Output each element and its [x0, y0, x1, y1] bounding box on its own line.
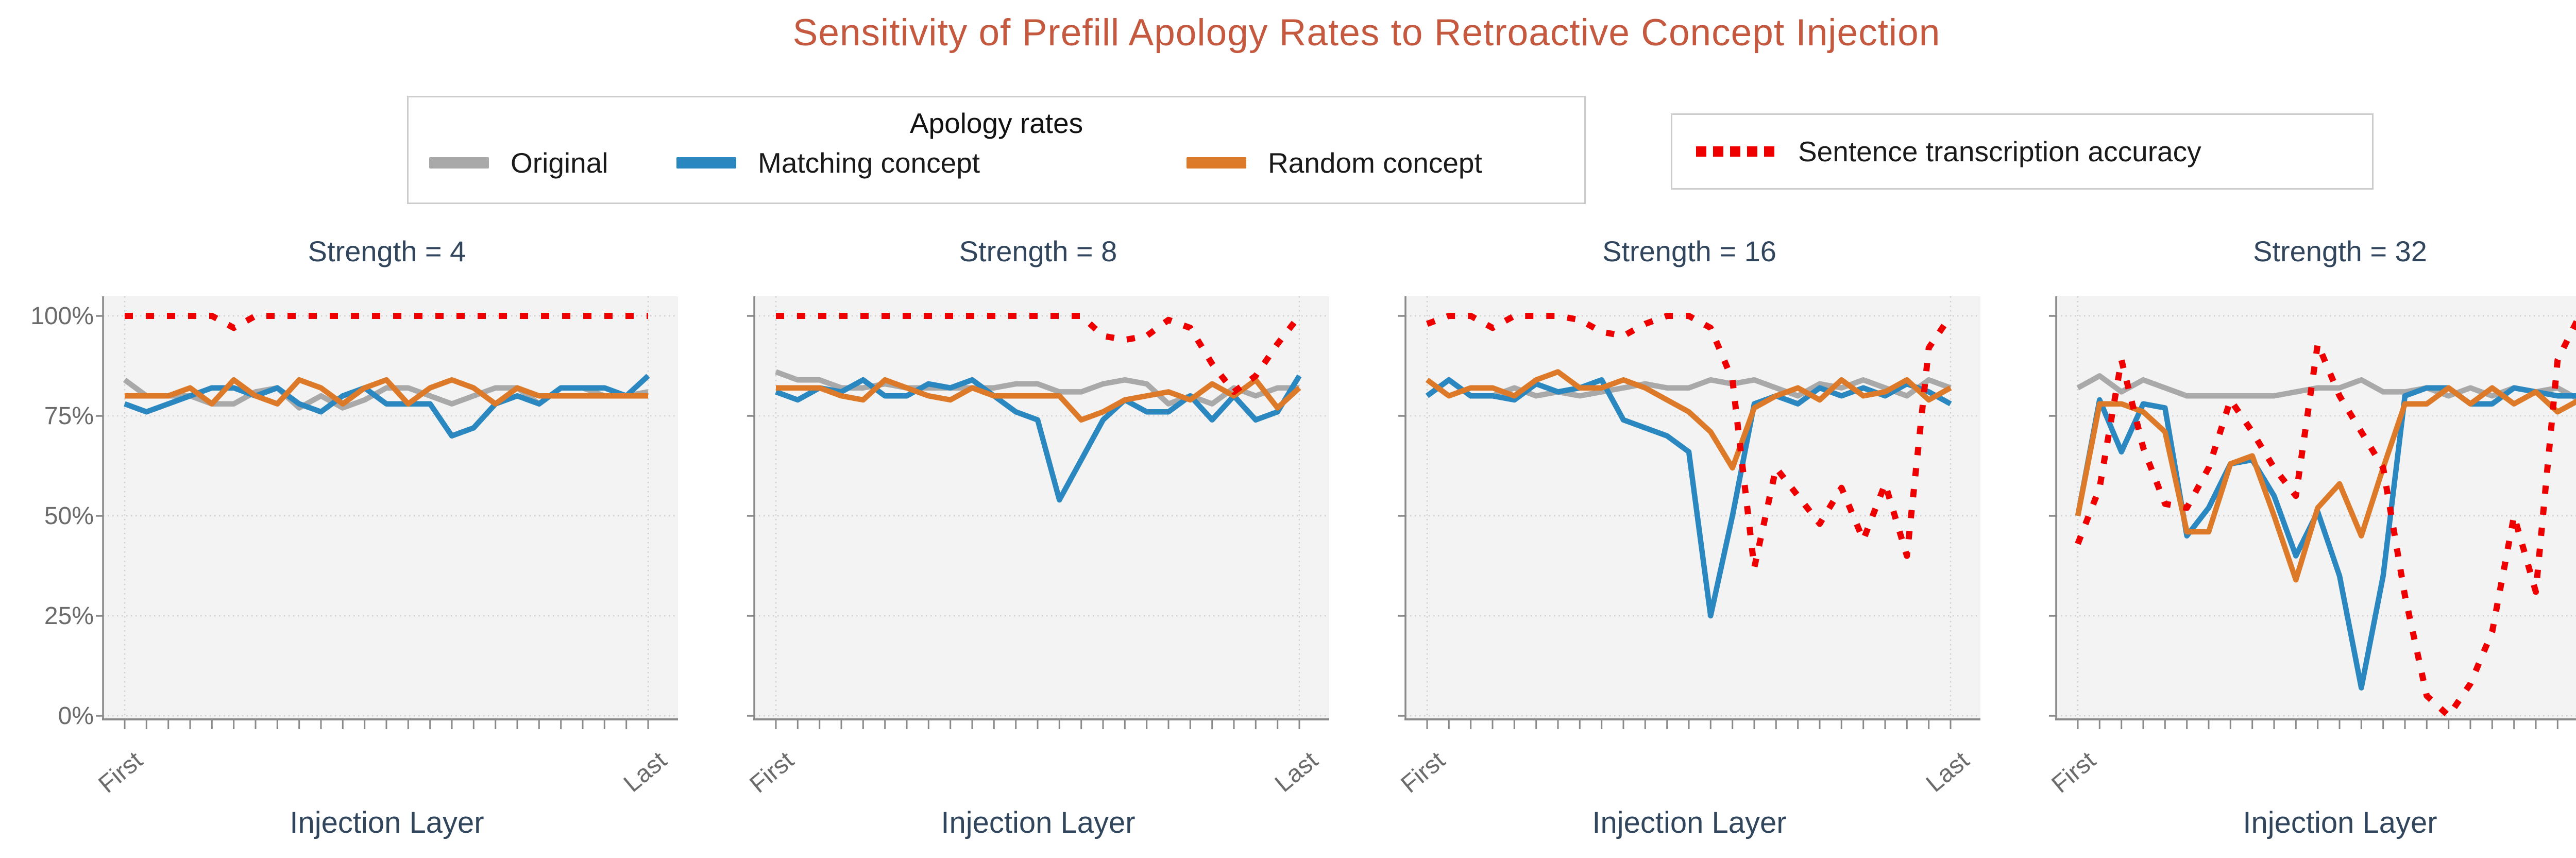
transcription-dotted-line-swatch-icon: [1696, 146, 1774, 157]
plot-area: [747, 286, 1329, 742]
random-concept-line-swatch-icon: [1187, 157, 1246, 169]
chart-title: Sensitivity of Prefill Apology Rates to …: [103, 11, 2576, 54]
x-tick-first: First: [2046, 746, 2102, 799]
y-tick-75: 75%: [0, 402, 94, 430]
legend-item-label: Random concept: [1268, 146, 1482, 179]
legend-apology-rates: Apology rates Original Matching concept …: [407, 96, 1586, 204]
figure-root: { "title": "Sensitivity of Prefill Apolo…: [0, 0, 2576, 858]
legend-apology-title: Apology rates: [409, 107, 1584, 140]
legend-item-label: Matching concept: [758, 146, 980, 179]
x-tick-last: Last: [2571, 746, 2576, 798]
original-line-swatch-icon: [429, 157, 489, 169]
x-tick-first: First: [93, 746, 148, 799]
legend-item-original: Original: [429, 145, 608, 181]
panel-title: Strength = 4: [96, 234, 678, 268]
y-tick-25: 25%: [0, 602, 94, 630]
matching-concept-line-swatch-icon: [676, 157, 736, 169]
x-tick-first: First: [1396, 746, 1451, 799]
panel-title: Strength = 16: [1398, 234, 1980, 268]
y-tick-100: 100%: [0, 302, 94, 330]
x-axis-title: Injection Layer: [747, 805, 1329, 840]
legend-item-matching-concept: Matching concept: [676, 145, 980, 181]
legend-item-label: Sentence transcription accuracy: [1798, 135, 2201, 168]
panel-strength-4: Strength = 4 First Last Injection Layer: [96, 286, 678, 858]
panel-strength-32: Strength = 32 First Last Injection Layer: [2049, 286, 2576, 858]
plot-area: [1398, 286, 1980, 742]
x-tick-last: Last: [618, 746, 672, 798]
x-tick-last: Last: [1921, 746, 1975, 798]
plot-area: [96, 286, 678, 742]
y-tick-50: 50%: [0, 502, 94, 530]
x-tick-first: First: [744, 746, 800, 799]
x-axis-title: Injection Layer: [2049, 805, 2576, 840]
panel-strength-16: Strength = 16 First Last Injection Layer: [1398, 286, 1980, 858]
legend-transcription-accuracy: Sentence transcription accuracy: [1671, 113, 2374, 190]
x-tick-last: Last: [1269, 746, 1324, 798]
legend-item-label: Original: [511, 146, 608, 179]
panel-title: Strength = 32: [2049, 234, 2576, 268]
y-tick-0: 0%: [0, 702, 94, 730]
panel-title: Strength = 8: [747, 234, 1329, 268]
x-axis-title: Injection Layer: [96, 805, 678, 840]
legend-item-random-concept: Random concept: [1187, 145, 1482, 181]
x-axis-title: Injection Layer: [1398, 805, 1980, 840]
plot-area: [2049, 286, 2576, 742]
panel-strength-8: Strength = 8 First Last Injection Layer: [747, 286, 1329, 858]
